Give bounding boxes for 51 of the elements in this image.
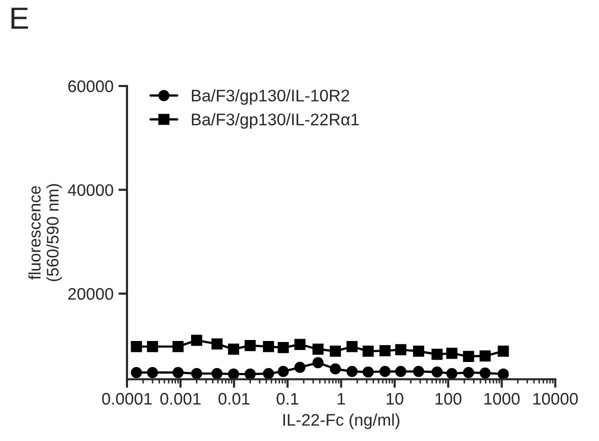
point	[395, 366, 406, 378]
x-tick-label: 10	[386, 392, 404, 405]
x-tick-label: 0.1	[276, 392, 298, 405]
x-tick-label: 1	[338, 393, 345, 405]
y-tick-label: 40000	[68, 184, 114, 196]
point	[228, 344, 240, 355]
y-axis-title: fluorescence (560/590 nm)	[28, 184, 62, 282]
point	[446, 368, 458, 380]
point	[463, 366, 474, 378]
point	[463, 350, 474, 362]
point	[294, 338, 306, 350]
point	[480, 350, 491, 362]
y-tick-label: 60000	[68, 80, 114, 92]
point	[312, 344, 324, 355]
y-tick-label: 20000	[68, 288, 114, 300]
x-tick-label: 0.0001	[102, 392, 152, 405]
point	[346, 341, 358, 352]
point	[362, 366, 374, 378]
point	[211, 368, 223, 380]
point	[498, 368, 509, 380]
x-axis-title: IL-22-Fc (ng/ml)	[283, 414, 400, 430]
point	[262, 341, 274, 352]
point	[413, 346, 424, 357]
point	[278, 342, 289, 354]
x-tick-label: 10000	[533, 392, 578, 405]
point	[446, 348, 458, 359]
point	[362, 346, 374, 357]
point	[278, 366, 289, 378]
point	[346, 366, 358, 378]
x-tick-label: 0.01	[218, 392, 250, 405]
point	[262, 368, 274, 380]
text: E	[11, 8, 28, 29]
point	[294, 362, 306, 373]
point	[228, 368, 240, 380]
point	[211, 338, 223, 350]
point	[330, 363, 341, 374]
point	[498, 346, 509, 357]
x-tick-label: 1000	[484, 392, 520, 405]
point	[330, 346, 341, 357]
point	[480, 367, 491, 379]
legend-label: Ba/F3/gp130/IL-22Rα1	[192, 113, 359, 129]
legend-label: Ba/F3/gp130/IL-10R2	[192, 89, 350, 105]
x-tick-label: 0.001	[160, 392, 201, 405]
point	[413, 366, 424, 378]
x-tick-label: 100	[436, 392, 462, 405]
point	[312, 357, 324, 368]
point	[395, 344, 406, 356]
point	[379, 366, 391, 378]
point	[244, 340, 256, 352]
point	[244, 368, 256, 380]
point	[379, 345, 391, 356]
